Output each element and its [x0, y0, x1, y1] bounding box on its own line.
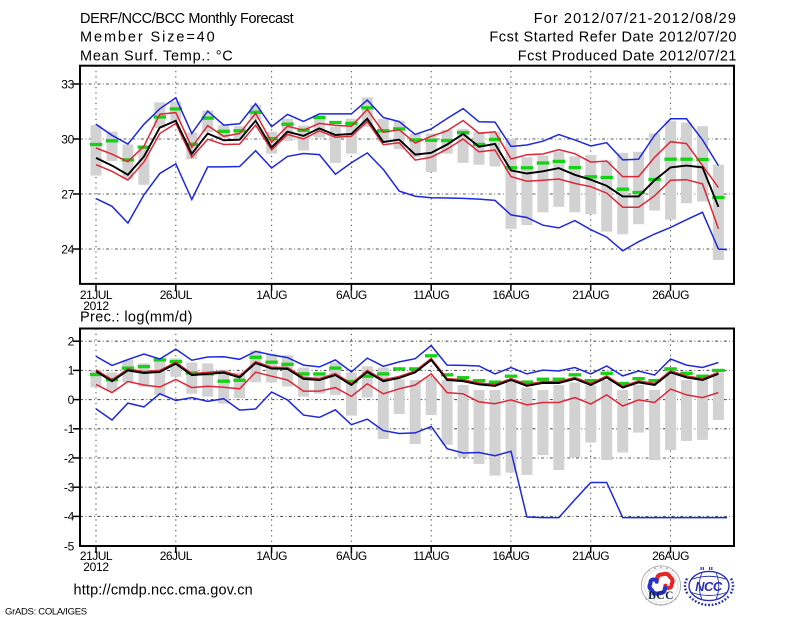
svg-text:6AUG: 6AUG — [336, 288, 367, 302]
svg-text:21JUL: 21JUL — [80, 549, 113, 563]
svg-text:2012: 2012 — [83, 560, 109, 574]
svg-text:DERF/NCC/BCC Monthly Forecast: DERF/NCC/BCC Monthly Forecast — [80, 11, 294, 27]
svg-text:Fcst Started Refer Date 2012/0: Fcst Started Refer Date 2012/07/20 — [489, 30, 737, 46]
svg-text:For 2012/07/21-2012/08/29: For 2012/07/21-2012/08/29 — [534, 11, 737, 27]
svg-text:1: 1 — [68, 364, 75, 378]
svg-text:2: 2 — [68, 335, 75, 349]
svg-text:21AUG: 21AUG — [572, 549, 609, 563]
svg-text:-1: -1 — [64, 422, 75, 436]
svg-text:21JUL: 21JUL — [80, 288, 113, 302]
svg-text:27: 27 — [61, 187, 74, 201]
svg-text:2012: 2012 — [83, 299, 109, 313]
svg-text:-5: -5 — [64, 539, 75, 553]
svg-text:http://cmdp.ncc.cma.gov.cn: http://cmdp.ncc.cma.gov.cn — [74, 583, 253, 599]
svg-text:Prec.: log(mm/d): Prec.: log(mm/d) — [80, 310, 193, 326]
svg-text:6AUG: 6AUG — [336, 549, 367, 563]
svg-text:Mean Surf. Temp.: °C: Mean Surf. Temp.: °C — [80, 48, 234, 64]
svg-text:GrADS: COLA/IGES: GrADS: COLA/IGES — [5, 607, 87, 618]
svg-text:Fcst Produced Date 2012/07/21: Fcst Produced Date 2012/07/21 — [518, 48, 737, 64]
svg-text:0: 0 — [68, 393, 75, 407]
svg-text:NCC: NCC — [695, 579, 723, 594]
svg-text:26JUL: 26JUL — [160, 549, 193, 563]
svg-text:26AUG: 26AUG — [652, 549, 689, 563]
svg-text:11AUG: 11AUG — [413, 288, 449, 302]
svg-text:30: 30 — [61, 132, 74, 146]
svg-text:21AUG: 21AUG — [572, 288, 609, 302]
svg-text:11AUG: 11AUG — [413, 549, 449, 563]
svg-text:26JUL: 26JUL — [160, 288, 193, 302]
svg-text:24: 24 — [61, 242, 74, 256]
svg-text:Member Size=40: Member Size=40 — [80, 30, 217, 46]
svg-text:1AUG: 1AUG — [256, 288, 287, 302]
svg-text:-2: -2 — [64, 451, 75, 465]
svg-text:BCC: BCC — [648, 590, 674, 602]
svg-text:-3: -3 — [64, 481, 75, 495]
svg-text:16AUG: 16AUG — [492, 549, 529, 563]
svg-text:1AUG: 1AUG — [256, 549, 287, 563]
svg-text:26AUG: 26AUG — [652, 288, 689, 302]
svg-text:16AUG: 16AUG — [492, 288, 529, 302]
svg-text:-4: -4 — [64, 510, 75, 524]
svg-text:33: 33 — [61, 77, 74, 91]
